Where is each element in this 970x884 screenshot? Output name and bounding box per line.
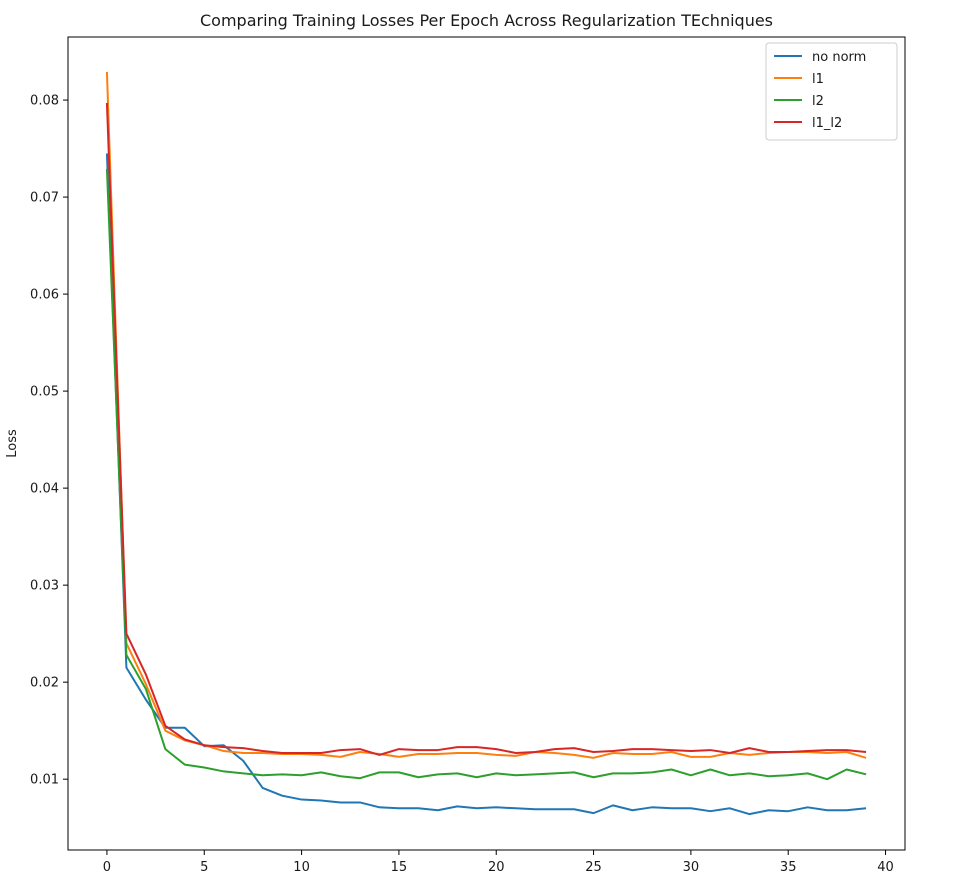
y-tick-label: 0.08	[30, 94, 59, 109]
legend-label: l1_l2	[812, 116, 842, 131]
y-tick-label: 0.06	[30, 288, 59, 303]
legend: no norm l1 l2 l1_l2	[765, 42, 898, 141]
series-line-l1-l2	[105, 102, 867, 756]
y-tick-label: 0.07	[30, 191, 59, 206]
x-axis-ticks: 0 5 10 15 20 25 30 35 40	[103, 850, 894, 875]
y-axis-ticks: 0.01 0.02 0.03 0.04 0.05 0.06 0.07 0.08	[30, 94, 68, 788]
plot-frame	[67, 36, 906, 851]
x-tick-label: 5	[200, 860, 208, 875]
series-line-no-norm	[105, 153, 867, 816]
legend-label: no norm	[812, 50, 866, 65]
x-tick-label: 30	[683, 860, 700, 875]
x-tick-label: 10	[293, 860, 310, 875]
x-tick-label: 40	[877, 860, 894, 875]
series-line-l1	[105, 71, 867, 759]
x-tick-label: 0	[103, 860, 111, 875]
y-tick-label: 0.04	[30, 482, 59, 497]
legend-box	[765, 42, 898, 141]
y-tick-label: 0.05	[30, 385, 59, 400]
series-line-l2	[105, 168, 867, 781]
y-tick-label: 0.03	[30, 579, 59, 594]
x-tick-label: 25	[585, 860, 602, 875]
plot-lines	[105, 71, 867, 816]
x-tick-label: 35	[780, 860, 797, 875]
x-tick-label: 15	[391, 860, 408, 875]
legend-label: l1	[812, 72, 824, 87]
legend-label: l2	[812, 94, 824, 109]
x-tick-label: 20	[488, 860, 505, 875]
y-tick-label: 0.01	[30, 773, 59, 788]
chart-title: Comparing Training Losses Per Epoch Acro…	[200, 11, 773, 30]
y-axis-label: Loss	[5, 429, 20, 458]
y-tick-label: 0.02	[30, 676, 59, 691]
